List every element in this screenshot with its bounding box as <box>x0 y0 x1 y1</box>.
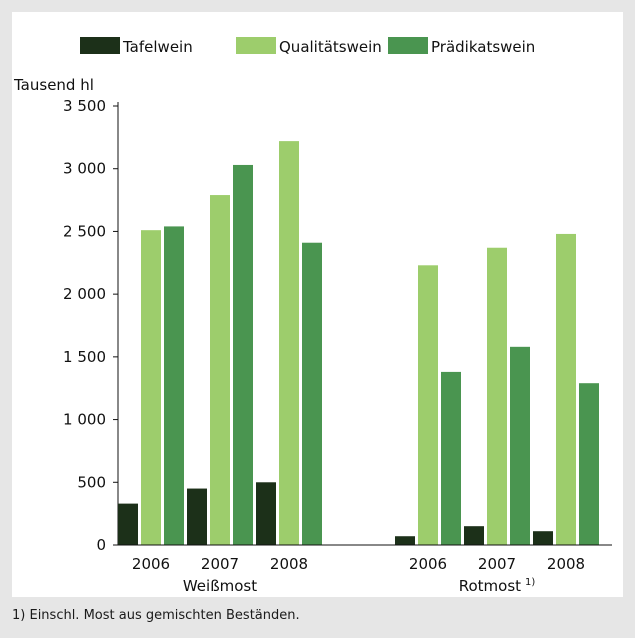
bars <box>118 141 599 546</box>
bar-prädikatswein <box>302 242 322 545</box>
y-axis: 0 500 1 000 1 500 2 000 2 500 3 000 3 500 <box>63 97 119 554</box>
footnote: 1) Einschl. Most aus gemischten Bestände… <box>12 608 300 623</box>
bar-prädikatswein <box>441 371 461 545</box>
x-tick-label: 2007 <box>478 555 516 573</box>
bar-qualitätswein <box>210 195 230 545</box>
legend-label: Tafelwein <box>122 38 193 56</box>
x-tick-label: 2006 <box>132 555 170 573</box>
y-tick-label: 3 500 <box>63 97 106 115</box>
bar-qualitätswein <box>487 247 507 545</box>
bar-tafelwein <box>464 526 484 545</box>
group-label: Rotmost 1) <box>459 577 536 595</box>
x-tick-label: 2006 <box>409 555 447 573</box>
bar-chart: Tafelwein Qualitätswein Prädikatswein Taus… <box>13 37 612 595</box>
y-tick-label: 2 000 <box>63 285 106 303</box>
x-tick-label: 2007 <box>201 555 239 573</box>
legend: Tafelwein Qualitätswein Prädikatswein <box>80 37 535 56</box>
bar-tafelwein <box>187 488 207 545</box>
bar-qualitätswein <box>556 233 576 546</box>
legend-swatch <box>236 37 276 54</box>
legend-swatch <box>388 37 428 54</box>
x-tick-label: 2008 <box>270 555 308 573</box>
bar-prädikatswein <box>164 226 184 545</box>
legend-swatch <box>80 37 120 54</box>
group-label: Weißmost <box>183 577 257 595</box>
y-tick-label: 3 000 <box>63 160 106 178</box>
bar-qualitätswein <box>418 265 438 545</box>
bar-prädikatswein <box>233 164 253 546</box>
x-tick-label: 2008 <box>547 555 585 573</box>
bar-prädikatswein <box>579 383 599 545</box>
bar-prädikatswein <box>510 346 530 545</box>
group-label-note: 1) <box>525 577 535 588</box>
legend-label: Qualitätswein <box>279 38 382 56</box>
bar-qualitätswein <box>141 230 161 545</box>
y-tick-label: 1 500 <box>63 348 106 366</box>
bar-tafelwein <box>118 503 138 545</box>
chart-panel: Tafelwein Qualitätswein Prädikatswein Taus… <box>12 12 623 597</box>
legend-label: Prädikatswein <box>431 38 535 56</box>
x-axis: 2006 2007 2008 Weißmost 2006 2007 2008 Rotmost 1… <box>118 544 612 595</box>
y-tick-label: 500 <box>77 473 106 491</box>
bar-qualitätswein <box>279 141 299 545</box>
y-axis-label: Tausend hl <box>13 76 94 94</box>
bar-tafelwein <box>256 482 276 545</box>
y-tick-label: 0 <box>96 536 106 554</box>
bar-tafelwein <box>395 536 415 545</box>
y-tick-label: 1 000 <box>63 411 106 429</box>
bar-tafelwein <box>533 531 553 545</box>
y-tick-label: 2 500 <box>63 222 106 240</box>
